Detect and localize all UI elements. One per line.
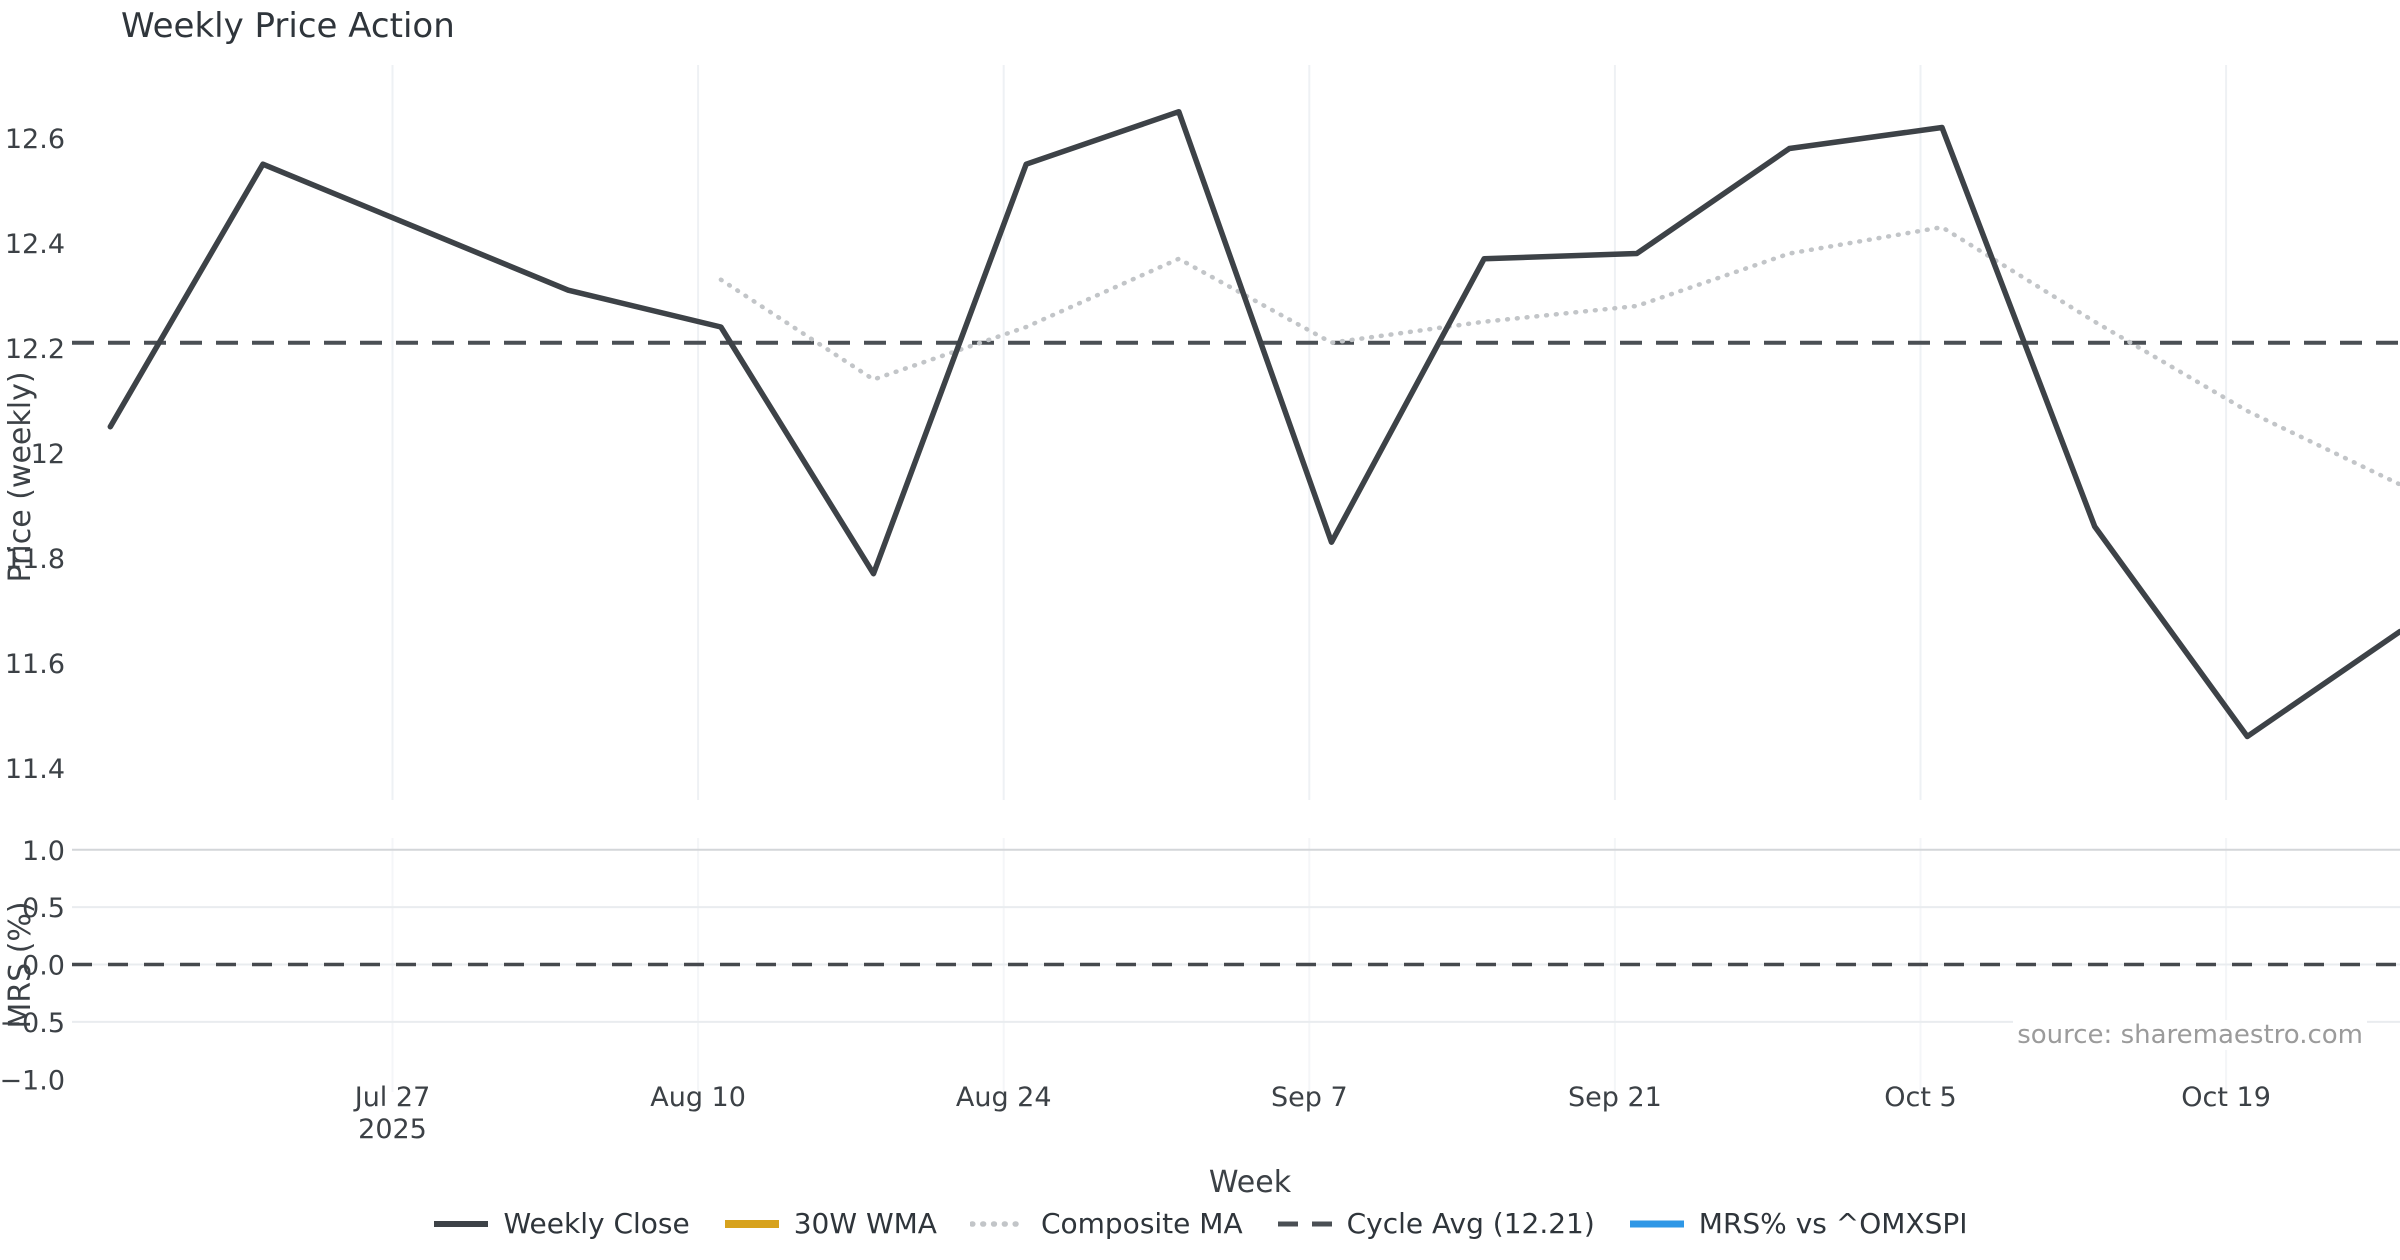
legend-label: Cycle Avg (12.21) [1346,1207,1595,1240]
x-tick-label: Aug 24 [956,1082,1052,1113]
legend-label: Composite MA [1040,1207,1243,1240]
price-tick-label: 12 [31,439,65,470]
legend: Weekly Close 30W WMA Composite MA Cycle Avg… [0,1207,2400,1240]
mrs-tick-label: 0.0 [22,951,65,982]
series-lines [107,108,2400,740]
x-axis-title: Week [1209,1165,1292,1200]
legend-swatch-solid-icon [434,1220,489,1227]
mrs-tick-label: 1.0 [22,836,65,867]
price-panel-gridlines [391,65,2228,800]
x-tick-label: Sep 7 [1271,1082,1348,1113]
legend-item-cycle-avg-12-21-[interactable]: Cycle Avg (12.21) [1276,1207,1595,1240]
legend-item-mrs-vs-omxspi[interactable]: MRS% vs ^OMXSPI [1628,1207,1968,1240]
price-tick-label: 11.4 [5,754,65,785]
legend-swatch-dotted-icon [969,1220,1028,1227]
price-tick-label: 11.6 [5,649,65,680]
legend-item-weekly-close[interactable]: Weekly Close [432,1207,690,1240]
legend-swatch-dashed-icon [1277,1221,1332,1226]
price-tick-label: 12.6 [5,124,65,155]
x-tick-label: Oct 5 [1884,1082,1956,1113]
price-tick-label: 12.4 [5,229,65,260]
x-tick-label: Oct 19 [2181,1082,2271,1113]
legend-swatch-solid-icon [724,1219,779,1228]
x-tick-label: Aug 10 [650,1082,746,1113]
mrs-tick-label: 0.5 [22,893,65,924]
legend-label: 30W WMA [793,1207,937,1240]
legend-label: Weekly Close [503,1207,690,1240]
mrs-tick-label: −1.0 [0,1065,65,1096]
legend-item-composite-ma[interactable]: Composite MA [969,1207,1243,1240]
weekly-close-line [107,108,2400,740]
composite-ma-line [718,224,2400,487]
legend-swatch-solid-icon [1629,1220,1684,1227]
legend-label: MRS% vs ^OMXSPI [1698,1207,1968,1240]
price-tick-label: 11.8 [5,544,65,575]
price-axis-title: Price (weekly) [3,371,38,582]
price-tick-label: 12.2 [5,334,65,365]
reference-lines [72,340,2400,967]
page-title: Weekly Price Action [121,6,455,46]
mrs-axis-title: MRS (%) [3,901,38,1028]
x-tick-label: Jul 27 [353,1082,431,1113]
mrs-tick-label: −0.5 [0,1008,65,1039]
x-tick-sublabel: 2025 [358,1114,427,1145]
source-note: source: sharemaestro.com [2013,1020,2367,1050]
legend-item-30w-wma[interactable]: 30W WMA [723,1207,937,1240]
x-tick-label: Sep 21 [1568,1082,1662,1113]
